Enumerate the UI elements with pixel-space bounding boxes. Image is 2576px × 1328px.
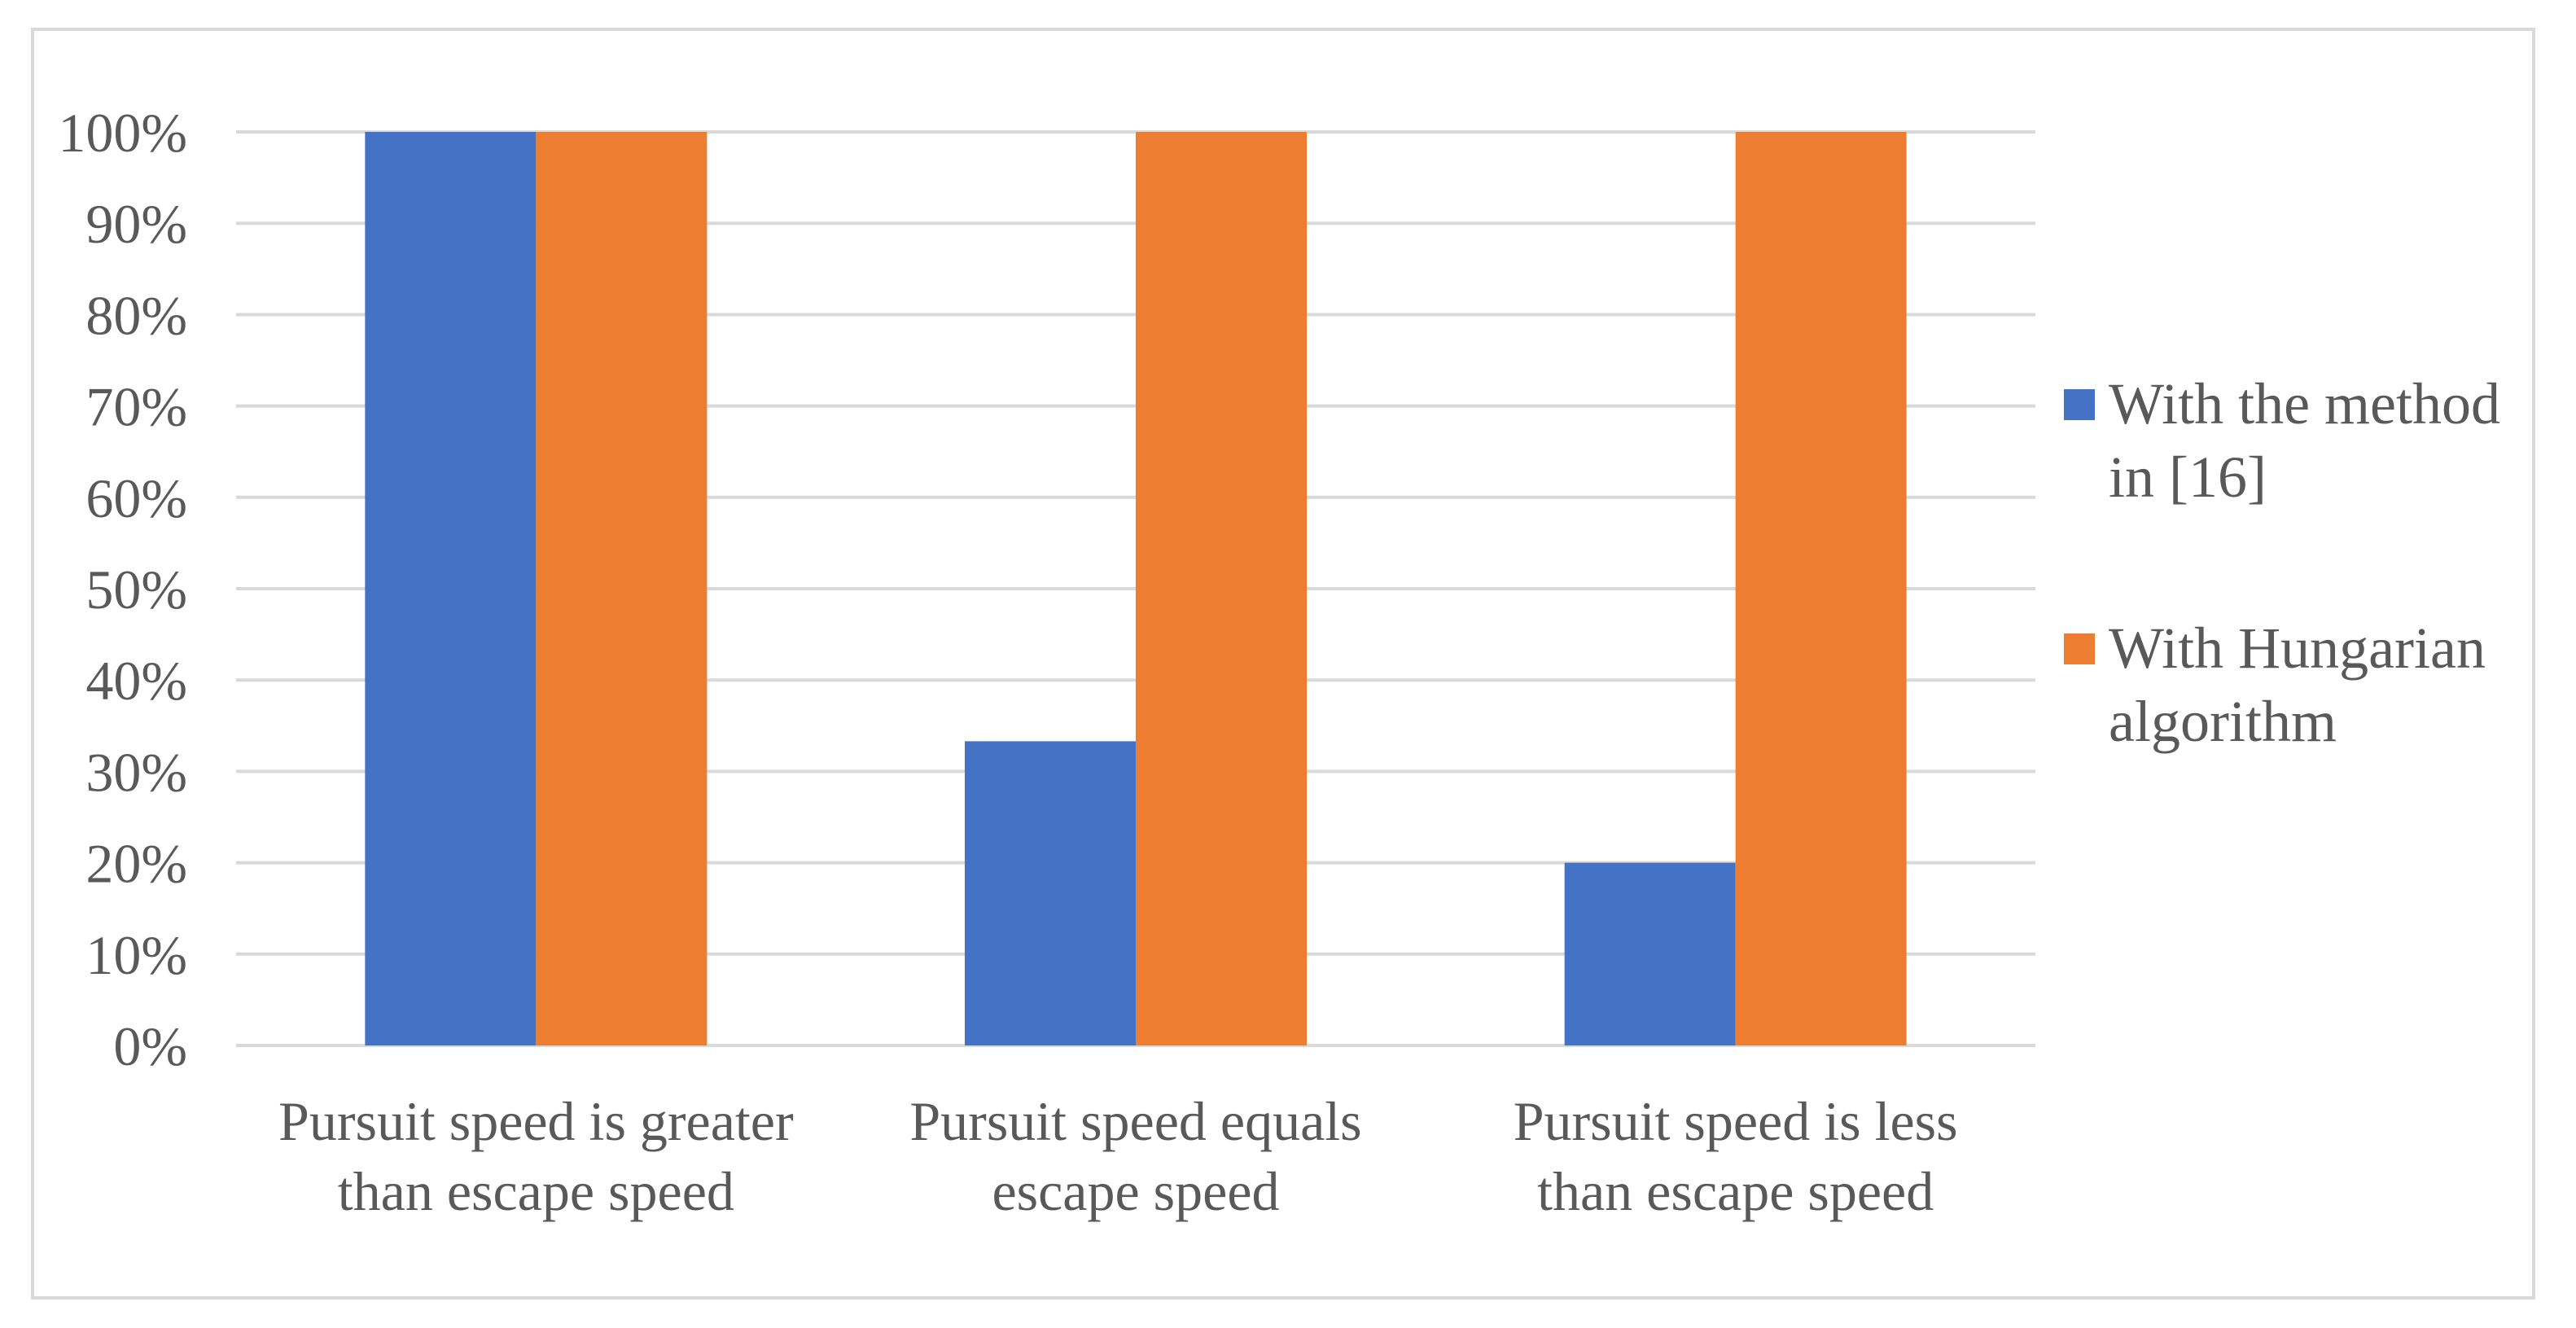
x-category-label-line: escape speed [992,1160,1279,1222]
legend-label-line: in [16] [2109,445,2267,510]
y-tick-label: 90% [85,193,187,255]
x-category-label: Pursuit speed is greater than escape spee… [278,1090,794,1222]
legend-label-2: With Hungarian algorithm [2109,616,2486,754]
legend-label-line: With Hungarian [2109,616,2486,681]
y-tick-label: 50% [85,559,187,620]
x-category-label-line: Pursuit speed is greater [278,1090,794,1152]
x-category-label-line: Pursuit speed is less [1514,1090,1958,1152]
y-tick-label: 100% [58,102,187,164]
legend: With the method in [16] With Hungarian algo… [2064,371,2500,754]
legend-swatch-2 [2064,633,2095,664]
bar-series-2-category-1 [536,132,708,1045]
x-category-label-line: than escape speed [338,1160,734,1222]
y-tick-label: 0% [113,1015,187,1077]
x-category-label-line: than escape speed [1537,1160,1934,1222]
y-tick-label: 10% [85,924,187,986]
y-tick-label: 30% [85,741,187,803]
legend-label-line: With the method [2109,371,2500,436]
y-tick-label: 20% [85,833,187,895]
bar-series-1-category-2 [965,741,1136,1045]
y-tick-label: 60% [85,467,187,529]
bar-series-2-category-2 [1136,132,1307,1045]
bar-series-1-category-1 [365,132,537,1045]
bar-series-2-category-3 [1735,132,1907,1045]
x-category-label: Pursuit speed is less than escape speed [1514,1090,1958,1222]
y-tick-label: 80% [85,284,187,346]
legend-swatch-1 [2064,389,2095,420]
axes: 0% 10% 20% 30% 40% 50% 60% 70% 80% 90% 100% Pursuit… [58,102,1957,1222]
x-category-label: Pursuit speed equals escape speed [909,1090,1361,1222]
y-tick-label: 70% [85,376,187,438]
bars [365,132,1907,1045]
bar-series-1-category-3 [1564,862,1736,1045]
legend-label-1: With the method in [16] [2109,371,2500,510]
x-category-label-line: Pursuit speed equals [909,1090,1361,1152]
y-tick-label: 40% [85,650,187,712]
legend-label-line: algorithm [2109,689,2337,754]
